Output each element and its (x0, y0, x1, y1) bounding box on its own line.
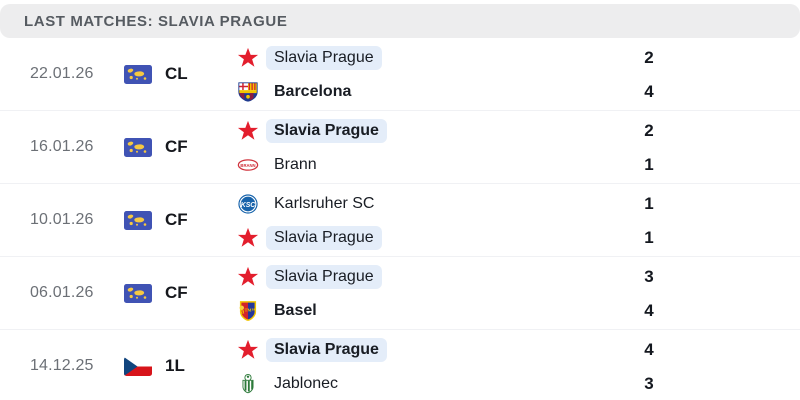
teams: Slavia Prague Barcelona (236, 41, 620, 109)
match-row[interactable]: 06.01.26 CF Slavia Prague â™” (0, 257, 800, 330)
world-map-icon (124, 210, 152, 230)
slavia-prague-logo (236, 265, 260, 289)
slavia-prague-logo (236, 119, 260, 143)
home-score: 3 (644, 266, 654, 286)
widget-header: LAST MATCHES: SLAVIA PRAGUE (0, 4, 800, 38)
home-team-name: Slavia Prague (266, 337, 387, 362)
away-team[interactable]: BRANN Brann (236, 148, 620, 181)
competition: CF (124, 111, 188, 183)
teams: Slavia Prague BRANN Brann (236, 114, 620, 182)
away-score: 1 (644, 154, 654, 174)
teams: Slavia Prague â™” Basel (236, 260, 620, 328)
home-score: 4 (644, 339, 654, 359)
match-row[interactable]: 22.01.26 CL Slavia Prague (0, 38, 800, 111)
away-team-name: Jablonec (274, 374, 339, 392)
svg-text:BRANN: BRANN (240, 162, 255, 167)
away-team-name: Basel (274, 301, 317, 319)
competition-code: 1L (165, 356, 185, 375)
competition-code: CF (165, 283, 188, 302)
home-score: 2 (644, 47, 654, 67)
score-column: 1 1 (626, 187, 672, 255)
score-column: 3 4 (626, 260, 672, 328)
home-team[interactable]: Slavia Prague (236, 41, 620, 74)
away-score: 3 (644, 373, 654, 393)
match-row[interactable]: 16.01.26 CF Slavia Prague BRANN (0, 111, 800, 184)
basel-logo: â™” (236, 299, 260, 323)
competition-code: CF (165, 210, 188, 229)
home-team[interactable]: Slavia Prague (236, 260, 620, 293)
score-column: 2 1 (626, 114, 672, 182)
teams: KSC Karlsruher SC Slavia Prague (236, 187, 620, 255)
away-score: 1 (644, 227, 654, 247)
competition: CL (124, 38, 188, 110)
world-map-icon (124, 137, 152, 157)
competition: CF (124, 257, 188, 329)
away-score: 4 (644, 81, 654, 101)
home-team-name: Slavia Prague (266, 118, 387, 143)
match-date: 10.01.26 (30, 211, 94, 228)
competition: CF (124, 184, 188, 256)
brann-logo: BRANN (236, 153, 260, 177)
score-column: 2 4 (626, 41, 672, 109)
away-team[interactable]: Jablonec (236, 367, 620, 400)
world-map-icon (124, 64, 152, 84)
svg-text:â™”: â™” (241, 306, 256, 315)
away-team-name: Barcelona (274, 82, 352, 100)
home-team-name: Slavia Prague (266, 264, 382, 289)
svg-text:KSC: KSC (241, 201, 257, 208)
match-date: 22.01.26 (30, 65, 94, 82)
competition-code: CF (165, 137, 188, 156)
competition: 1L (124, 330, 185, 400)
away-team[interactable]: Barcelona (236, 75, 620, 108)
match-list: 22.01.26 CL Slavia Prague (0, 38, 800, 400)
slavia-prague-logo (236, 226, 260, 250)
competition-code: CL (165, 64, 188, 83)
score-column: 4 3 (626, 333, 672, 400)
home-team-name: Karlsruher SC (274, 194, 375, 212)
match-date: 06.01.26 (30, 284, 94, 301)
czech-flag-icon (124, 356, 152, 376)
world-map-icon (124, 283, 152, 303)
away-team-name: Slavia Prague (266, 225, 382, 250)
home-team[interactable]: KSC Karlsruher SC (236, 187, 620, 220)
match-date: 14.12.25 (30, 357, 94, 374)
home-score: 1 (644, 193, 654, 213)
karlsruher-sc-logo: KSC (236, 192, 260, 216)
away-score: 4 (644, 300, 654, 320)
slavia-prague-logo (236, 338, 260, 362)
away-team[interactable]: â™” Basel (236, 294, 620, 327)
home-team[interactable]: Slavia Prague (236, 333, 620, 366)
home-score: 2 (644, 120, 654, 140)
home-team[interactable]: Slavia Prague (236, 114, 620, 147)
match-date: 16.01.26 (30, 138, 94, 155)
slavia-prague-logo (236, 46, 260, 70)
teams: Slavia Prague Jablonec (236, 333, 620, 400)
widget-title: LAST MATCHES: SLAVIA PRAGUE (24, 12, 288, 30)
away-team-name: Brann (274, 155, 317, 173)
home-team-name: Slavia Prague (266, 45, 382, 70)
match-row[interactable]: 14.12.25 1L Slavia Prague (0, 330, 800, 400)
match-row[interactable]: 10.01.26 CF KSC Karlsruher SC (0, 184, 800, 257)
jablonec-logo (236, 372, 260, 396)
barcelona-logo (236, 80, 260, 104)
away-team[interactable]: Slavia Prague (236, 221, 620, 254)
